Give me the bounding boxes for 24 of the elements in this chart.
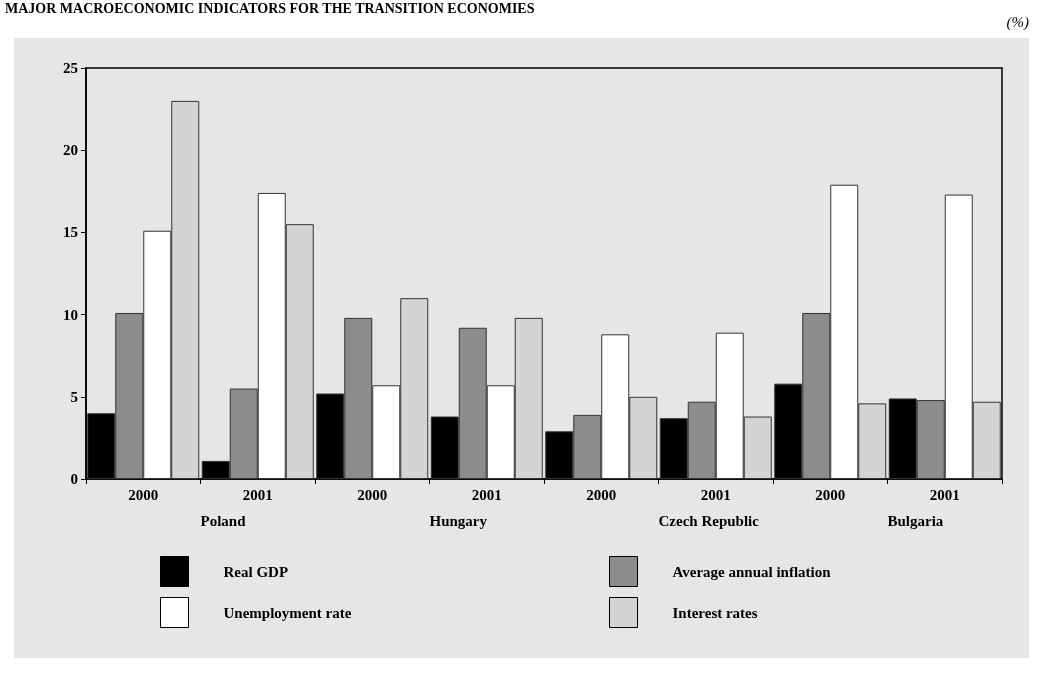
y-tick-label: 20 (63, 142, 78, 159)
x-tick-label: 2001 (242, 486, 273, 503)
legend-label: Real GDP (223, 563, 289, 580)
x-tick-label: 2000 (357, 486, 388, 503)
text: Hungary (429, 512, 488, 529)
x-tick-label: 2000 (815, 486, 846, 503)
legend-label: Average annual inflation (672, 563, 832, 580)
x-tick-label: 2001 (471, 486, 502, 503)
text: Poland (200, 512, 247, 529)
y-tick-label: 10 (63, 306, 78, 323)
y-tick-label: 5 (70, 388, 78, 405)
y-tick-label: 0 (70, 471, 78, 487)
legend-label: Unemployment rate (223, 604, 352, 621)
x-tick-label: 2000 (128, 486, 159, 503)
x-tick-label: 2001 (700, 486, 731, 503)
chart-title: MAJOR MACROECONOMIC INDICATORS FOR THE TRANSITION ECONOMIES (5, 0, 535, 16)
x-tick-label: 2001 (929, 486, 960, 503)
text: Bulgaria (887, 512, 944, 529)
y-tick-label: 15 (63, 224, 78, 241)
legend-label: Interest rates (672, 604, 758, 621)
x-tick-label: 2000 (586, 486, 617, 503)
text: Czech Republic (658, 512, 760, 529)
y-tick-label: 25 (63, 60, 78, 76)
y-axis-title: (%) (1006, 13, 1030, 31)
